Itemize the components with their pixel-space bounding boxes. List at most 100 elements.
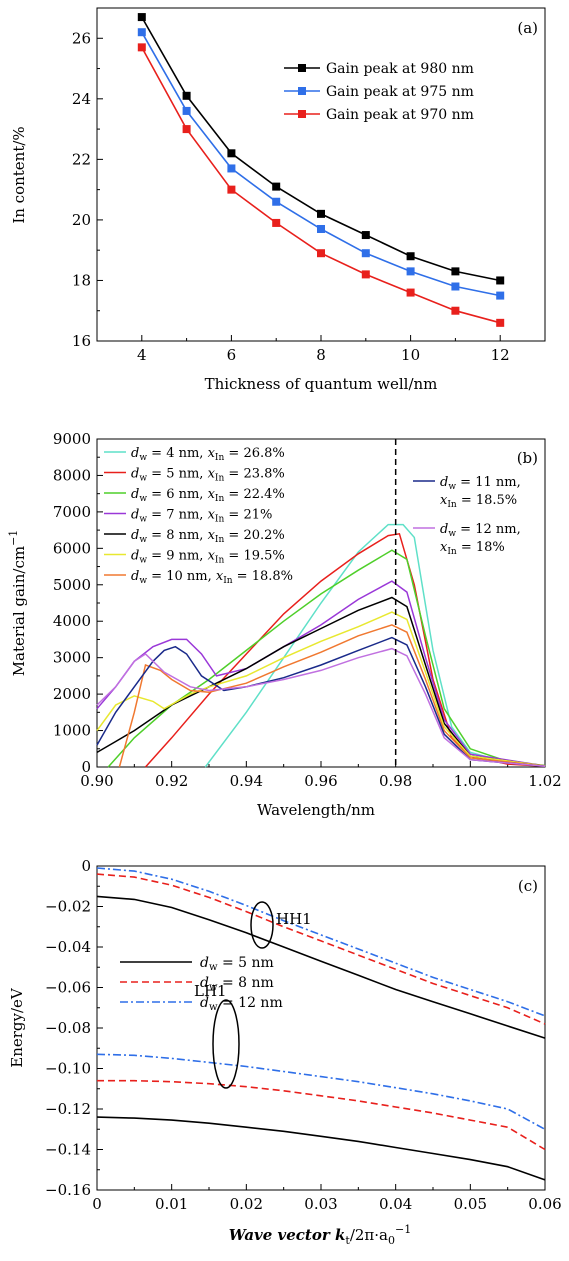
legend-w-sub: w xyxy=(139,453,147,463)
legend-dw-value: = 12 nm xyxy=(218,995,283,1011)
legend-w-sub: w xyxy=(139,576,147,586)
panel-a-ytick-label: 18 xyxy=(72,271,91,289)
legend-x-symbol: x xyxy=(440,540,448,555)
panel-c-lh1-line xyxy=(96,1053,546,1131)
panel-a-ytick-label: 26 xyxy=(72,29,91,47)
legend-dw-value: = 6 nm, xyxy=(147,487,208,502)
panel-b-xtick-label: 0.94 xyxy=(230,772,263,790)
panel-c-ytick-label: −0.04 xyxy=(45,938,91,956)
panel-b-series-line xyxy=(96,596,546,767)
panel-c: 0 0.01 0.02 0.03 0.04 0.05 0.06 0 −0.02 −0.04 −0.0… xyxy=(8,857,562,1247)
panel-c-xtick-label: 0 xyxy=(92,1195,102,1213)
legend-in-sub: In xyxy=(215,494,225,504)
legend-w-sub: w xyxy=(139,494,147,504)
panel-b-legend-label: dw = 8 nm, xIn = 20.2% xyxy=(131,528,285,545)
legend-x-symbol: x xyxy=(440,493,448,508)
legend-dw-value: = 11 nm, xyxy=(456,475,521,490)
panel-a-data-point xyxy=(496,276,505,285)
panel-a-xtick-label: 4 xyxy=(137,346,147,364)
panel-b-ytick-label: 2000 xyxy=(53,685,91,703)
panel-a-legend-label: Gain peak at 975 nm xyxy=(326,84,474,100)
legend-w-sub: w xyxy=(209,962,218,973)
panel-a-data-point xyxy=(406,288,415,297)
legend-x-symbol: x xyxy=(208,467,216,482)
legend-d-symbol: d xyxy=(131,467,139,482)
legend-d-symbol: d xyxy=(200,995,209,1011)
panel-a-ytick-label: 22 xyxy=(72,150,91,168)
legend-w-sub: w xyxy=(448,482,456,492)
legend-in-sub: In xyxy=(215,535,225,545)
legend-d-symbol: d xyxy=(131,487,139,502)
legend-xin-value: = 18.5% xyxy=(457,493,517,508)
panel-a-xtick-label: 6 xyxy=(227,346,237,364)
panel-a-data-point xyxy=(361,249,370,258)
legend-d-symbol: d xyxy=(131,549,139,564)
panel-b-legend-label: dw = 5 nm, xIn = 23.8% xyxy=(131,467,285,484)
panel-a-data-point xyxy=(451,282,460,291)
panel-c-xlabel-tail: /2π·a xyxy=(350,1226,388,1244)
legend-in-sub: In xyxy=(215,556,225,566)
panel-b-ylabel: Material gain/cm−1 xyxy=(7,530,28,677)
panel-c-xlabel: Wave vector kt/2π·a0−1 xyxy=(229,1223,411,1247)
panel-c-xlabel-sup: −1 xyxy=(395,1223,411,1236)
panel-c-ytick-label: −0.06 xyxy=(45,979,91,997)
legend-x-symbol: x xyxy=(208,487,216,502)
panel-a-data-point xyxy=(227,149,236,158)
panel-c-xtick-label: 0.06 xyxy=(528,1195,561,1213)
panel-c-ytick-label: −0.02 xyxy=(45,898,91,916)
panel-c-xlabel-sub: t xyxy=(345,1234,350,1247)
panel-b-series-line xyxy=(96,647,546,768)
panel-a-ytick-label: 24 xyxy=(72,90,91,108)
panel-a-data-point xyxy=(137,43,146,52)
legend-d-symbol: d xyxy=(131,508,139,523)
panel-a-ytick-label: 16 xyxy=(72,332,91,350)
panel-b-ytick-label: 9000 xyxy=(53,430,91,448)
legend-d-symbol: d xyxy=(131,569,139,584)
panel-a-data-point xyxy=(182,125,191,134)
panel-b-ylabel-sup: −1 xyxy=(7,530,20,546)
legend-w-sub: w xyxy=(139,474,147,484)
legend-d-symbol: d xyxy=(440,522,448,537)
panel-b-xtick-label: 0.96 xyxy=(304,772,337,790)
panel-b-legend-label: dw = 11 nm, xyxy=(440,475,521,492)
panel-a-data-point xyxy=(361,231,370,240)
panel-a-legend-label: Gain peak at 970 nm xyxy=(326,107,474,123)
panel-a-data-point xyxy=(272,218,281,227)
panel-c-ytick-label: −0.14 xyxy=(45,1141,91,1159)
panel-c-ytick-label: −0.12 xyxy=(45,1100,91,1118)
panel-a-data-point xyxy=(451,267,460,276)
panel-a-data-point xyxy=(406,267,415,276)
panel-a-legend-marker xyxy=(298,87,306,95)
panel-b-ytick-label: 3000 xyxy=(53,649,91,667)
panel-a-data-point xyxy=(137,13,146,22)
panel-c-xlabel-text: Wave vector k xyxy=(229,1226,346,1244)
panel-b-legend-label: dw = 10 nm, xIn = 18.8% xyxy=(131,569,293,586)
legend-dw-value: = 8 nm xyxy=(218,975,274,991)
panel-a-data-point xyxy=(227,164,236,173)
panel-a-legend-label: Gain peak at 980 nm xyxy=(326,61,474,77)
panel-c-hh1-line xyxy=(96,867,546,1017)
panel-b-ytick-label: 8000 xyxy=(53,466,91,484)
panel-a-data-point xyxy=(272,197,281,206)
legend-dw-value: = 8 nm, xyxy=(147,528,208,543)
legend-dw-value: = 4 nm, xyxy=(147,446,208,461)
panel-c-ylabel: Energy/eV xyxy=(8,987,26,1068)
panel-a-data-point xyxy=(182,91,191,100)
legend-dw-value: = 5 nm, xyxy=(147,467,208,482)
panel-b-label: (b) xyxy=(517,449,538,467)
lh1-ellipse xyxy=(212,999,240,1089)
panel-b: 0.90 0.92 0.94 0.96 0.98 1.00 1.02 0 1000 2000 300… xyxy=(7,430,562,819)
legend-in-sub: In xyxy=(447,500,457,510)
legend-in-sub: In xyxy=(223,576,233,586)
panel-b-ylabel-text: Material gain/cm xyxy=(10,546,28,676)
legend-xin-value: = 22.4% xyxy=(224,487,284,502)
panel-a-legend-marker xyxy=(298,64,306,72)
panel-c-hh1-line xyxy=(96,873,546,1025)
legend-xin-value: = 18% xyxy=(457,540,505,555)
legend-d-symbol: d xyxy=(200,975,209,991)
legend-dw-value: = 10 nm, xyxy=(147,569,216,584)
panel-c-xtick-label: 0.04 xyxy=(379,1195,412,1213)
panel-b-legend-label-line2: xIn = 18% xyxy=(440,540,505,557)
panel-c-lh1-line xyxy=(97,1079,546,1151)
